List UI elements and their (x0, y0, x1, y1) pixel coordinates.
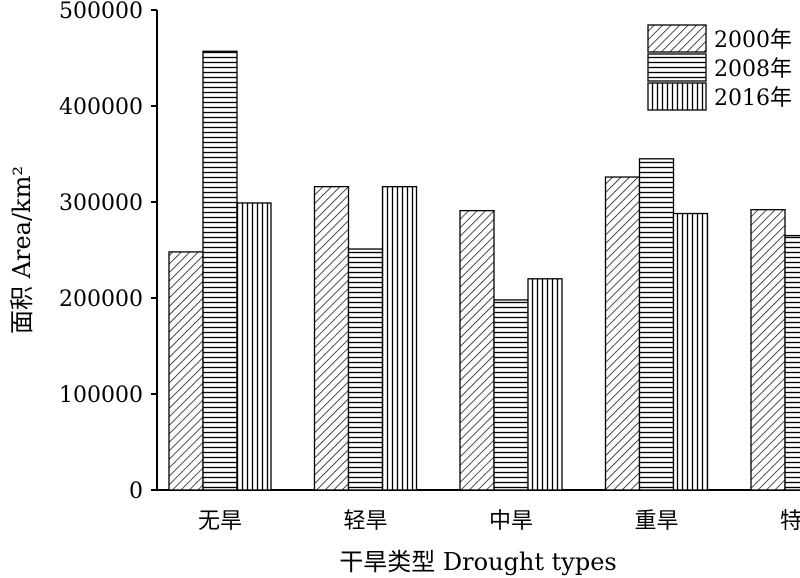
legend-label: 2008年 (714, 57, 792, 82)
x-tick-label: 特旱 (780, 509, 800, 534)
bar (202, 50, 238, 491)
bar (672, 212, 709, 491)
bar (459, 209, 495, 491)
bar (493, 299, 529, 491)
y-axis-title: 面积 Area/km² (8, 166, 36, 334)
legend-swatch (647, 53, 707, 82)
bar (313, 185, 350, 491)
y-tick-label: 0 (129, 479, 143, 504)
x-tick-label: 轻旱 (343, 509, 387, 534)
bar (527, 278, 563, 491)
y-tick-label: 500000 (59, 0, 143, 24)
y-axis-ticks: 0 100000 200000 300000 400000 500000 (59, 0, 157, 504)
x-tick-label: 无旱 (198, 509, 242, 534)
bar (236, 202, 272, 491)
bar (638, 158, 675, 491)
bar (347, 248, 384, 491)
legend: 2000年 2008年 2016年 (647, 24, 792, 111)
legend-label: 2000年 (714, 28, 792, 53)
legend-swatch (647, 24, 707, 53)
legend-label: 2016年 (714, 86, 792, 111)
legend-swatch (647, 82, 707, 111)
y-tick-label: 300000 (59, 191, 143, 216)
bar-series-group (168, 50, 800, 491)
y-tick-label: 400000 (59, 95, 143, 120)
x-axis-ticks: 无旱 轻旱 中旱 重旱 特旱 (198, 509, 800, 534)
y-tick-label: 100000 (59, 383, 143, 408)
bar (168, 251, 204, 491)
x-axis-title: 干旱类型 Drought types (339, 548, 616, 576)
bar (604, 176, 641, 491)
bar (381, 185, 418, 491)
y-tick-label: 200000 (59, 287, 143, 312)
bar (750, 209, 786, 491)
bar (784, 234, 800, 491)
x-tick-label: 重旱 (634, 509, 678, 534)
x-tick-label: 中旱 (489, 509, 533, 534)
